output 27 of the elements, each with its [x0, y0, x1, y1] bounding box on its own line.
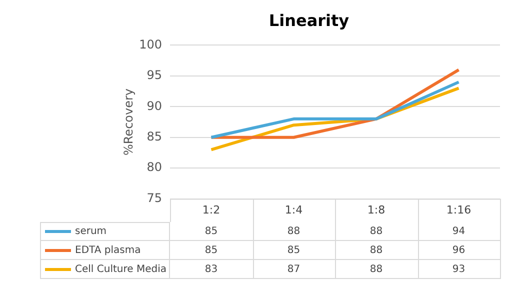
data-label: 96	[418, 241, 501, 260]
x-tick-label: 1:4	[284, 203, 303, 216]
y-tick-label: 75	[146, 190, 162, 205]
data-label: 94	[418, 222, 501, 241]
data-label: 83	[170, 260, 254, 279]
data-label: 88	[252, 222, 336, 241]
data-label: 85	[252, 241, 336, 260]
y-tick-label: 85	[146, 129, 162, 144]
x-tick-label: 1:8	[367, 203, 386, 216]
y-tick-label: 90	[146, 98, 162, 113]
x-tick-label: 1:2	[202, 203, 220, 216]
legend-label: EDTA plasma	[75, 244, 141, 256]
chart-title: Linearity	[268, 10, 350, 30]
data-label: 88	[335, 222, 418, 241]
legend-label: Cell Culture Media	[75, 264, 166, 274]
data-label: 85	[170, 222, 254, 241]
y-tick-label: 80	[146, 160, 162, 174]
y-tick-label: 95	[146, 68, 162, 82]
data-label: 87	[252, 260, 336, 279]
data-label: 85	[170, 241, 254, 260]
legend-label: serum	[75, 226, 107, 237]
y-tick-label: 100	[139, 37, 162, 52]
data-label: 88	[335, 260, 418, 279]
y-axis-title: %Recovery	[121, 88, 136, 156]
data-label: 93	[418, 260, 501, 279]
x-tick-label: 1:16	[446, 203, 472, 216]
data-label: 88	[335, 241, 418, 260]
